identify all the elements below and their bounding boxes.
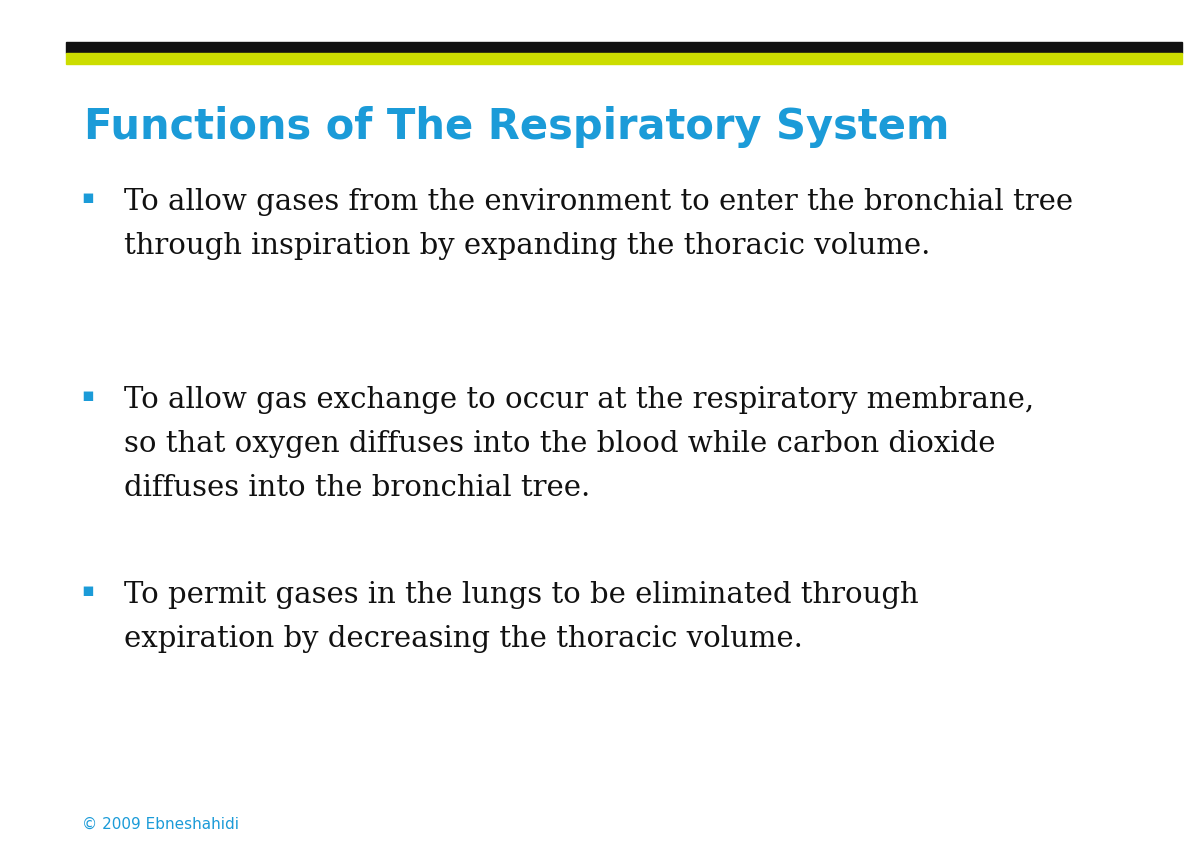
Text: ▪: ▪ xyxy=(82,386,95,404)
Text: To allow gases from the environment to enter the bronchial tree: To allow gases from the environment to e… xyxy=(124,188,1073,216)
Text: ▪: ▪ xyxy=(82,188,95,207)
Text: ▪: ▪ xyxy=(82,581,95,600)
Text: so that oxygen diffuses into the blood while carbon dioxide: so that oxygen diffuses into the blood w… xyxy=(124,430,995,458)
Bar xyxy=(66,53,1182,64)
Bar xyxy=(66,42,1182,53)
Text: expiration by decreasing the thoracic volume.: expiration by decreasing the thoracic vo… xyxy=(124,625,803,653)
Text: © 2009 Ebneshahidi: © 2009 Ebneshahidi xyxy=(82,817,239,832)
Text: through inspiration by expanding the thoracic volume.: through inspiration by expanding the tho… xyxy=(124,232,930,260)
Text: To allow gas exchange to occur at the respiratory membrane,: To allow gas exchange to occur at the re… xyxy=(124,386,1033,414)
Text: To permit gases in the lungs to be eliminated through: To permit gases in the lungs to be elimi… xyxy=(124,581,918,609)
Text: Functions of The Respiratory System: Functions of The Respiratory System xyxy=(84,106,949,148)
Text: diffuses into the bronchial tree.: diffuses into the bronchial tree. xyxy=(124,474,590,502)
